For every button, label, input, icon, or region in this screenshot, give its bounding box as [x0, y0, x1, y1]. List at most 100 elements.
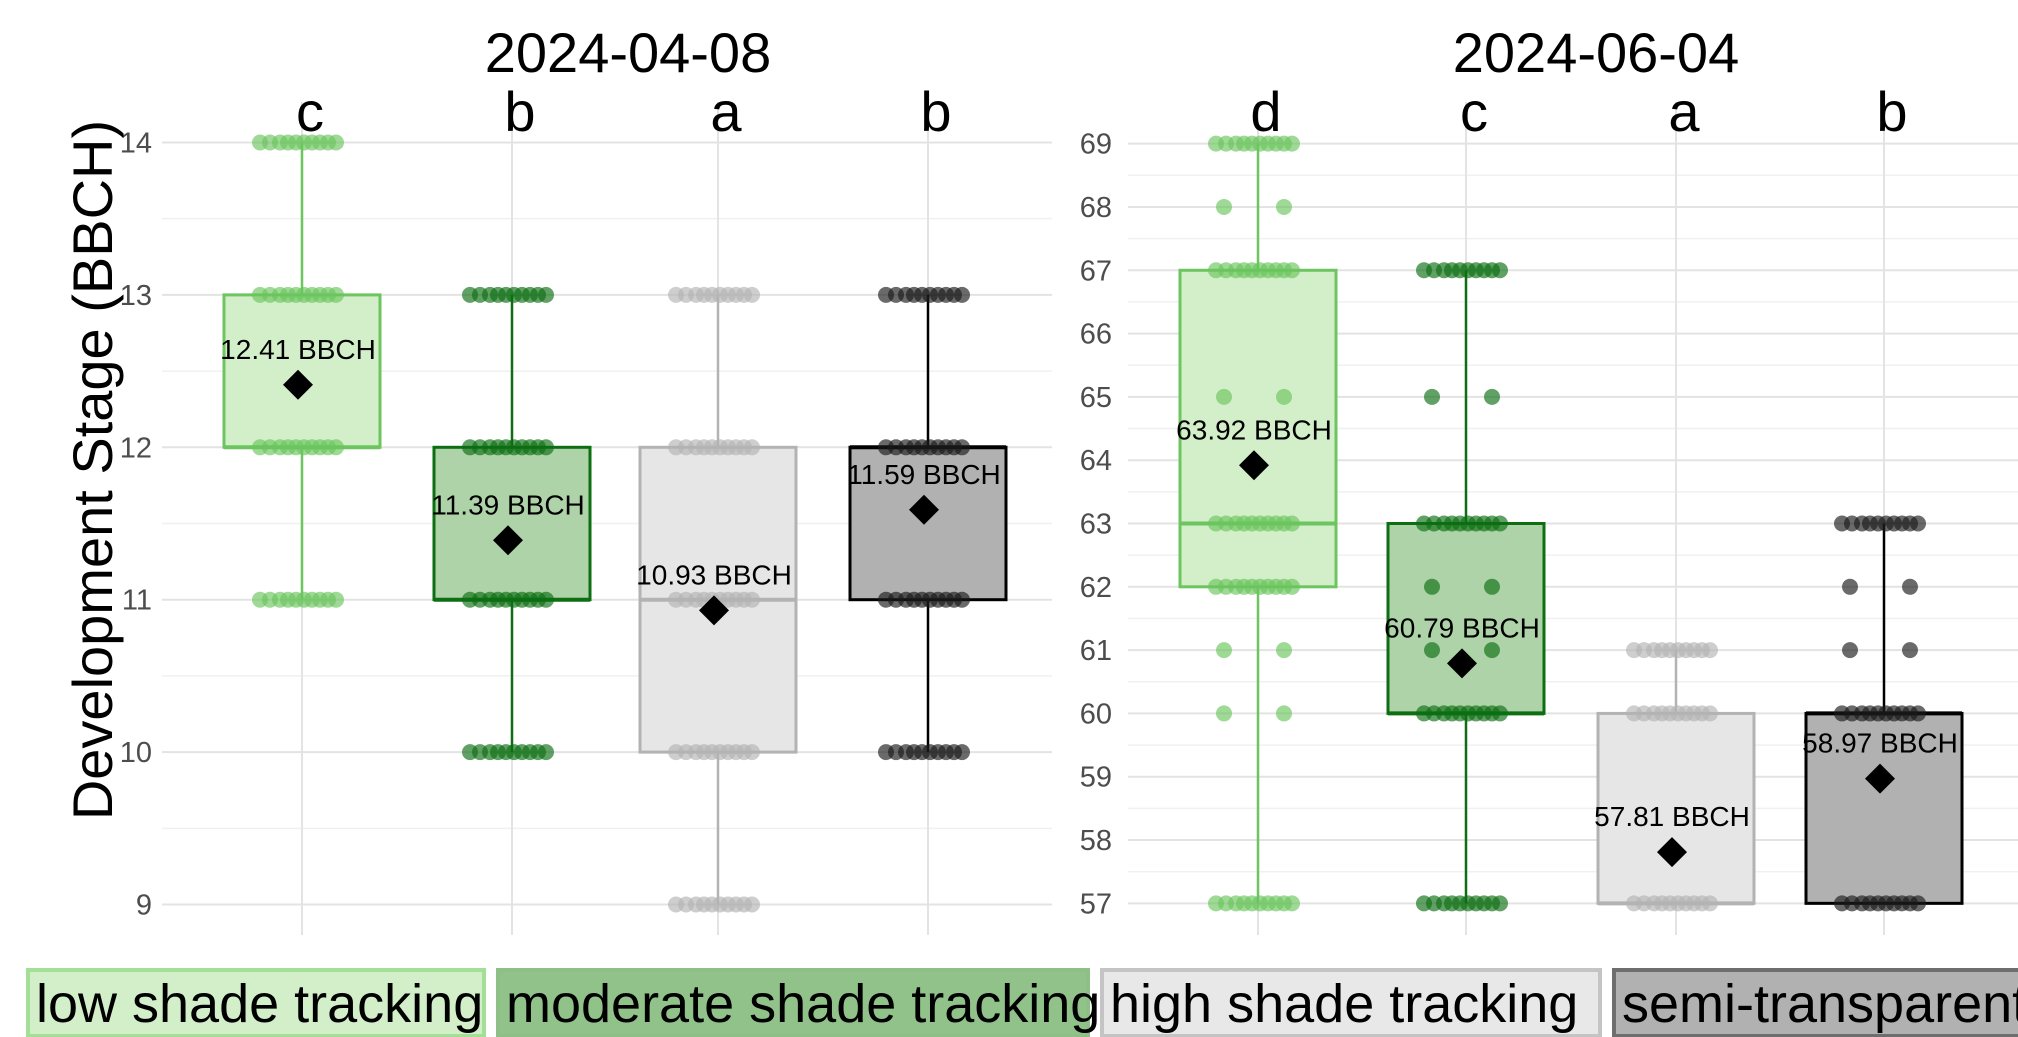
mean-marker: [1239, 450, 1269, 481]
data-point: [538, 744, 554, 761]
data-point: [1216, 198, 1232, 215]
mean-marker: [283, 369, 313, 400]
panel-2: 2024-06-04 57 58 59 60 61 62 63 64 65 66 67 68 69 63.9…: [1080, 21, 2018, 935]
data-point: [1284, 895, 1300, 912]
legend-item-semi-transparent: semi-transparent: [1612, 968, 2018, 1037]
data-point: [1910, 895, 1926, 912]
data-point: [1910, 705, 1926, 722]
mean-marker: [1447, 648, 1477, 679]
data-point: [1484, 578, 1500, 595]
data-point: [1424, 578, 1440, 595]
significance-letter: c: [296, 80, 324, 143]
facet-title: 2024-04-08: [485, 21, 771, 84]
data-point: [1702, 642, 1718, 659]
data-point: [538, 591, 554, 608]
data-point: [954, 591, 970, 608]
data-point: [538, 286, 554, 303]
y-tick-label: 58: [1080, 825, 1112, 857]
y-tick-label: 65: [1080, 382, 1112, 414]
mean-label: 11.59 BBCH: [847, 459, 1001, 490]
mean-marker: [909, 494, 939, 525]
significance-letter: b: [504, 80, 535, 143]
legend-label: moderate shade tracking: [506, 974, 1100, 1034]
mean-label: 11.39 BBCH: [431, 489, 585, 520]
data-point: [328, 134, 344, 151]
data-point: [744, 591, 760, 608]
data-point: [328, 591, 344, 608]
data-point: [1902, 642, 1918, 659]
mean-marker: [1657, 837, 1687, 868]
data-point: [1492, 515, 1508, 532]
significance-letter: d: [1250, 80, 1281, 143]
mean-marker: [699, 595, 729, 626]
data-point: [1276, 388, 1292, 405]
data-point: [744, 896, 760, 913]
mean-label: 12.41 BBCH: [220, 334, 376, 365]
data-point: [1284, 262, 1300, 279]
significance-letter: b: [1876, 80, 1907, 143]
y-tick-label: 10: [120, 737, 152, 769]
data-point: [744, 744, 760, 761]
data-point: [744, 286, 760, 303]
legend-label: low shade tracking: [36, 974, 483, 1034]
legend-swatch: [496, 968, 1090, 1037]
facet-title: 2024-06-04: [1453, 21, 1739, 84]
legend-swatch: [1612, 968, 2018, 1037]
data-point: [1842, 642, 1858, 659]
box-low-shade-tracking: 63.92 BBCH d: [1176, 80, 1338, 912]
legend-label: high shade tracking: [1110, 974, 1578, 1034]
box-rect: [1596, 711, 1756, 905]
data-point: [1216, 705, 1232, 722]
box-semi-transparent: 58.97 BBCH b: [1802, 80, 1964, 912]
box-high-shade-tracking: 10.93 BBCH a: [636, 80, 798, 913]
box-semi-transparent: 11.59 BBCH b: [847, 80, 1008, 761]
y-tick-label: 64: [1080, 445, 1112, 477]
data-point: [954, 439, 970, 456]
data-point: [1424, 388, 1440, 405]
legend-swatch: [26, 968, 486, 1037]
box-low-shade-tracking: 12.41 BBCH c: [220, 80, 382, 608]
mean-label: 60.79 BBCH: [1384, 612, 1540, 643]
significance-letter: c: [1460, 80, 1488, 143]
significance-letter: a: [1668, 80, 1700, 143]
y-axis-label: Development Stage (BBCH): [61, 120, 124, 820]
data-point: [1276, 642, 1292, 659]
legend-item-moderate-shade-tracking: moderate shade tracking: [496, 968, 1100, 1037]
data-point: [328, 286, 344, 303]
data-point: [1702, 895, 1718, 912]
mean-label: 63.92 BBCH: [1176, 414, 1332, 445]
data-point: [1842, 578, 1858, 595]
data-point: [1276, 705, 1292, 722]
y-tick-label: 11: [122, 585, 152, 617]
significance-letter: a: [710, 80, 742, 143]
y-tick-label: 66: [1080, 319, 1112, 351]
data-point: [328, 439, 344, 456]
y-tick-label: 59: [1080, 762, 1112, 794]
legend-item-low-shade-tracking: low shade tracking: [26, 968, 486, 1037]
legend-item-high-shade-tracking: high shade tracking: [1100, 968, 1602, 1037]
mean-label: 10.93 BBCH: [636, 559, 792, 590]
significance-letter: b: [920, 80, 951, 143]
data-point: [1216, 642, 1232, 659]
box-rect: [1386, 522, 1546, 715]
legend-swatch: [1100, 968, 1602, 1037]
box-rect: [432, 445, 592, 602]
y-tick-label: 67: [1080, 255, 1112, 287]
data-point: [1492, 895, 1508, 912]
y-tick-label: 62: [1080, 572, 1112, 604]
data-point: [1216, 388, 1232, 405]
mean-label: 57.81 BBCH: [1594, 801, 1750, 832]
box-rect: [222, 293, 382, 449]
data-point: [1284, 135, 1300, 152]
data-point: [1902, 578, 1918, 595]
data-point: [1284, 578, 1300, 595]
data-point: [538, 439, 554, 456]
data-point: [1492, 262, 1508, 279]
y-tick-label: 14: [120, 127, 152, 159]
data-point: [1484, 388, 1500, 405]
data-point: [1284, 515, 1300, 532]
y-tick-label: 61: [1080, 635, 1112, 667]
box-moderate-shade-tracking: 11.39 BBCH b: [431, 80, 592, 761]
y-tick-label: 60: [1080, 698, 1112, 730]
